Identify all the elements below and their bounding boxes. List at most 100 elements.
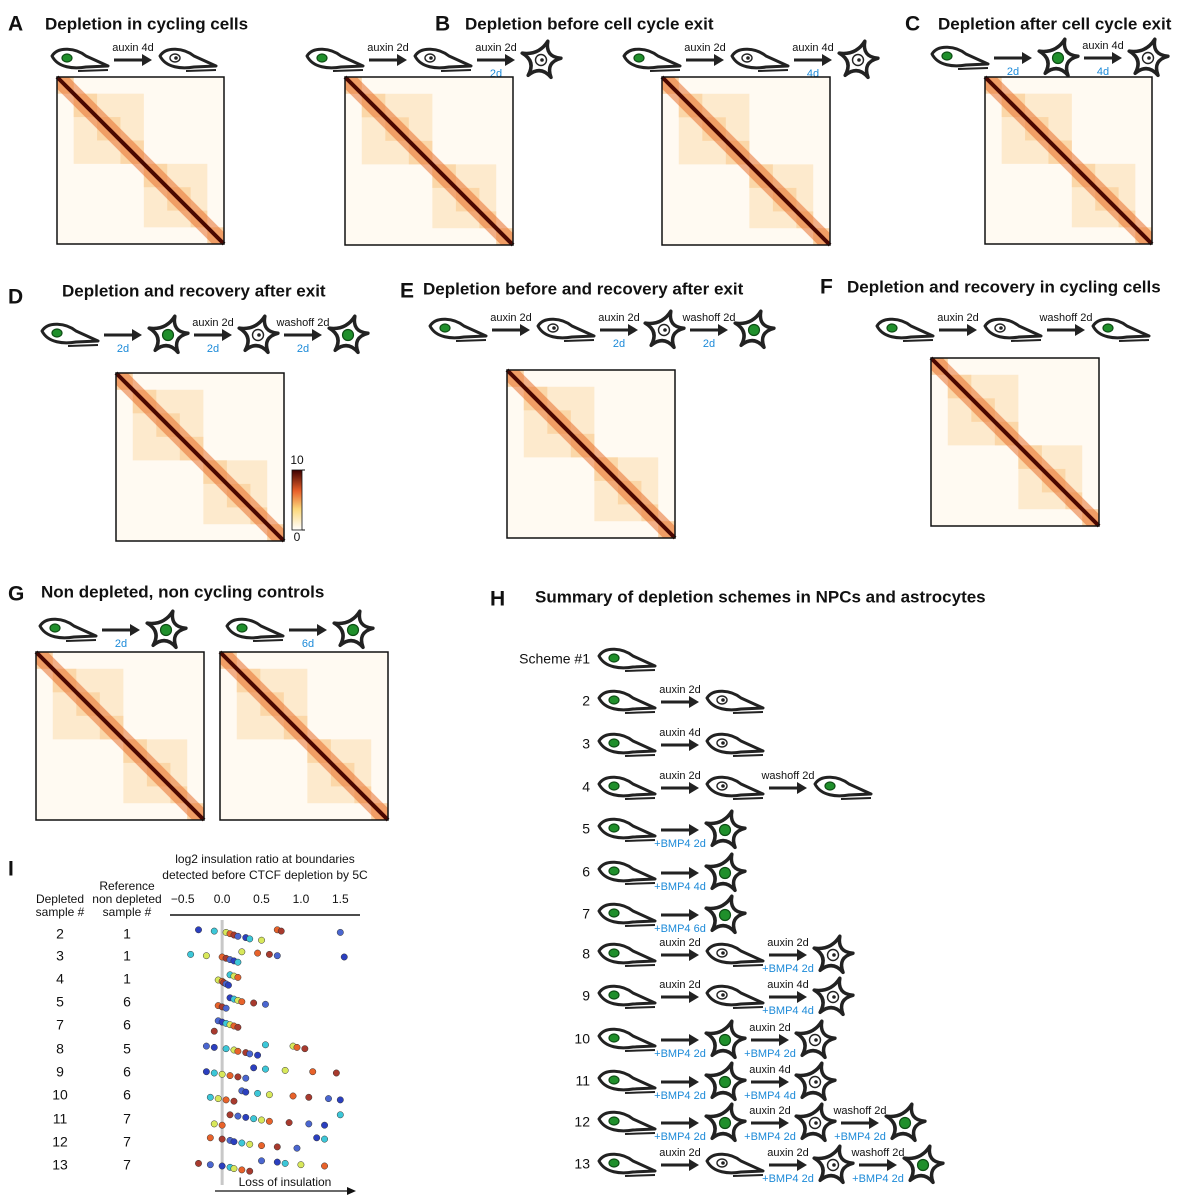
reference-sample: 6 bbox=[123, 1087, 131, 1103]
step-label: auxin 2d bbox=[937, 312, 979, 324]
step-label: 2d bbox=[703, 338, 715, 350]
data-point bbox=[321, 1162, 329, 1170]
data-point bbox=[250, 1115, 258, 1123]
reference-sample: 1 bbox=[123, 948, 131, 964]
data-point bbox=[210, 1027, 218, 1035]
nucleus-dot bbox=[721, 698, 725, 702]
nucleus bbox=[159, 623, 173, 637]
astrocyte-cell bbox=[704, 809, 747, 850]
arrow-head bbox=[142, 54, 152, 66]
arrow-head bbox=[797, 991, 807, 1003]
nucleus bbox=[608, 1116, 620, 1126]
data-point bbox=[258, 1142, 265, 1150]
step-label: auxin 2d bbox=[192, 317, 234, 329]
cell-body bbox=[597, 689, 657, 712]
cell-process bbox=[563, 339, 595, 342]
nucleus bbox=[608, 1158, 620, 1168]
map-border bbox=[984, 76, 1153, 245]
step-label: +BMP4 2d bbox=[654, 1048, 706, 1060]
astrocyte-cell bbox=[332, 609, 375, 650]
nucleus bbox=[1051, 51, 1065, 65]
data-point bbox=[262, 1000, 269, 1008]
nucleus bbox=[61, 53, 73, 63]
data-point bbox=[309, 1068, 317, 1076]
data-point bbox=[230, 1097, 238, 1105]
cell-body bbox=[413, 47, 473, 70]
astrocyte-cell bbox=[704, 1019, 747, 1060]
nucleus bbox=[1102, 323, 1114, 333]
data-point bbox=[222, 1096, 230, 1104]
astrocyte-cell bbox=[145, 609, 188, 650]
data-point bbox=[195, 1159, 202, 1167]
column-header: non depleted bbox=[92, 892, 161, 906]
npc-cell bbox=[875, 317, 935, 342]
step-label: +BMP4 2d bbox=[744, 1131, 796, 1143]
step-label: auxin 2d bbox=[749, 1022, 791, 1034]
data-point bbox=[210, 1120, 218, 1128]
cell-body bbox=[705, 775, 765, 798]
cell-body bbox=[597, 732, 657, 755]
scheme-number: 2 bbox=[582, 693, 590, 709]
npc-cell bbox=[597, 775, 657, 800]
arrow-head bbox=[689, 824, 699, 836]
arrow-head bbox=[1075, 324, 1085, 336]
cell-process bbox=[732, 1006, 764, 1009]
step-label: auxin 2d bbox=[490, 312, 532, 324]
step-label: washoff 2d bbox=[850, 1147, 904, 1159]
astrocyte-cell bbox=[704, 852, 747, 893]
data-point bbox=[214, 1095, 222, 1103]
scheme-number: 3 bbox=[582, 736, 590, 752]
cell-body bbox=[597, 1110, 657, 1133]
diagonal bbox=[929, 356, 1101, 528]
npc-cell bbox=[597, 984, 657, 1009]
scheme-number: 6 bbox=[582, 864, 590, 880]
cell-body bbox=[38, 617, 98, 640]
depleted-sample: 3 bbox=[56, 948, 64, 964]
npc-cell bbox=[597, 1069, 657, 1094]
cell-process bbox=[732, 964, 764, 967]
npc-cell bbox=[38, 617, 98, 642]
arrow-head bbox=[869, 1117, 879, 1129]
arrow-head bbox=[714, 54, 724, 66]
npc-cell bbox=[225, 617, 285, 642]
data-point bbox=[210, 1069, 218, 1077]
map-border bbox=[35, 651, 205, 821]
depleted-sample: 2 bbox=[56, 926, 64, 942]
arrow-head bbox=[797, 1159, 807, 1171]
depleted-sample: 8 bbox=[56, 1041, 64, 1057]
cell-process bbox=[65, 639, 97, 642]
nucleus-dot bbox=[814, 1080, 818, 1084]
cell-body bbox=[597, 1027, 657, 1050]
cell-body bbox=[705, 689, 765, 712]
cell-process bbox=[624, 1132, 656, 1135]
npc-cell bbox=[705, 775, 765, 800]
map-border bbox=[219, 651, 389, 821]
data-point bbox=[265, 1091, 273, 1099]
step-label: auxin 2d bbox=[598, 312, 640, 324]
colorbar-label: 10 bbox=[290, 453, 304, 467]
reference-sample: 1 bbox=[123, 926, 131, 942]
astrocyte-cell bbox=[812, 976, 855, 1017]
cell-body bbox=[705, 1152, 765, 1175]
step-label: 4d bbox=[1097, 66, 1109, 78]
npc-cell bbox=[305, 47, 365, 72]
arrow-head bbox=[779, 1034, 789, 1046]
nucleus bbox=[608, 1075, 620, 1085]
arrow-head bbox=[689, 991, 699, 1003]
data-point bbox=[238, 1139, 246, 1147]
x-tick-label: 0.5 bbox=[253, 892, 270, 906]
nucleus-dot bbox=[663, 328, 667, 332]
step-label: +BMP4 2d bbox=[762, 1173, 814, 1185]
panel-title: Depletion in cycling cells bbox=[45, 14, 248, 33]
cell-process bbox=[732, 797, 764, 800]
npc-cell bbox=[50, 47, 110, 72]
nucleus bbox=[718, 866, 732, 880]
nucleus-dot bbox=[1147, 56, 1151, 60]
npc-cell bbox=[536, 317, 596, 342]
data-point bbox=[246, 1167, 254, 1175]
contact-map bbox=[983, 75, 1154, 246]
diagonal bbox=[34, 650, 206, 822]
step-label: auxin 2d bbox=[367, 42, 409, 54]
step-label: washoff 2d bbox=[275, 317, 329, 329]
cell-process bbox=[77, 69, 109, 72]
